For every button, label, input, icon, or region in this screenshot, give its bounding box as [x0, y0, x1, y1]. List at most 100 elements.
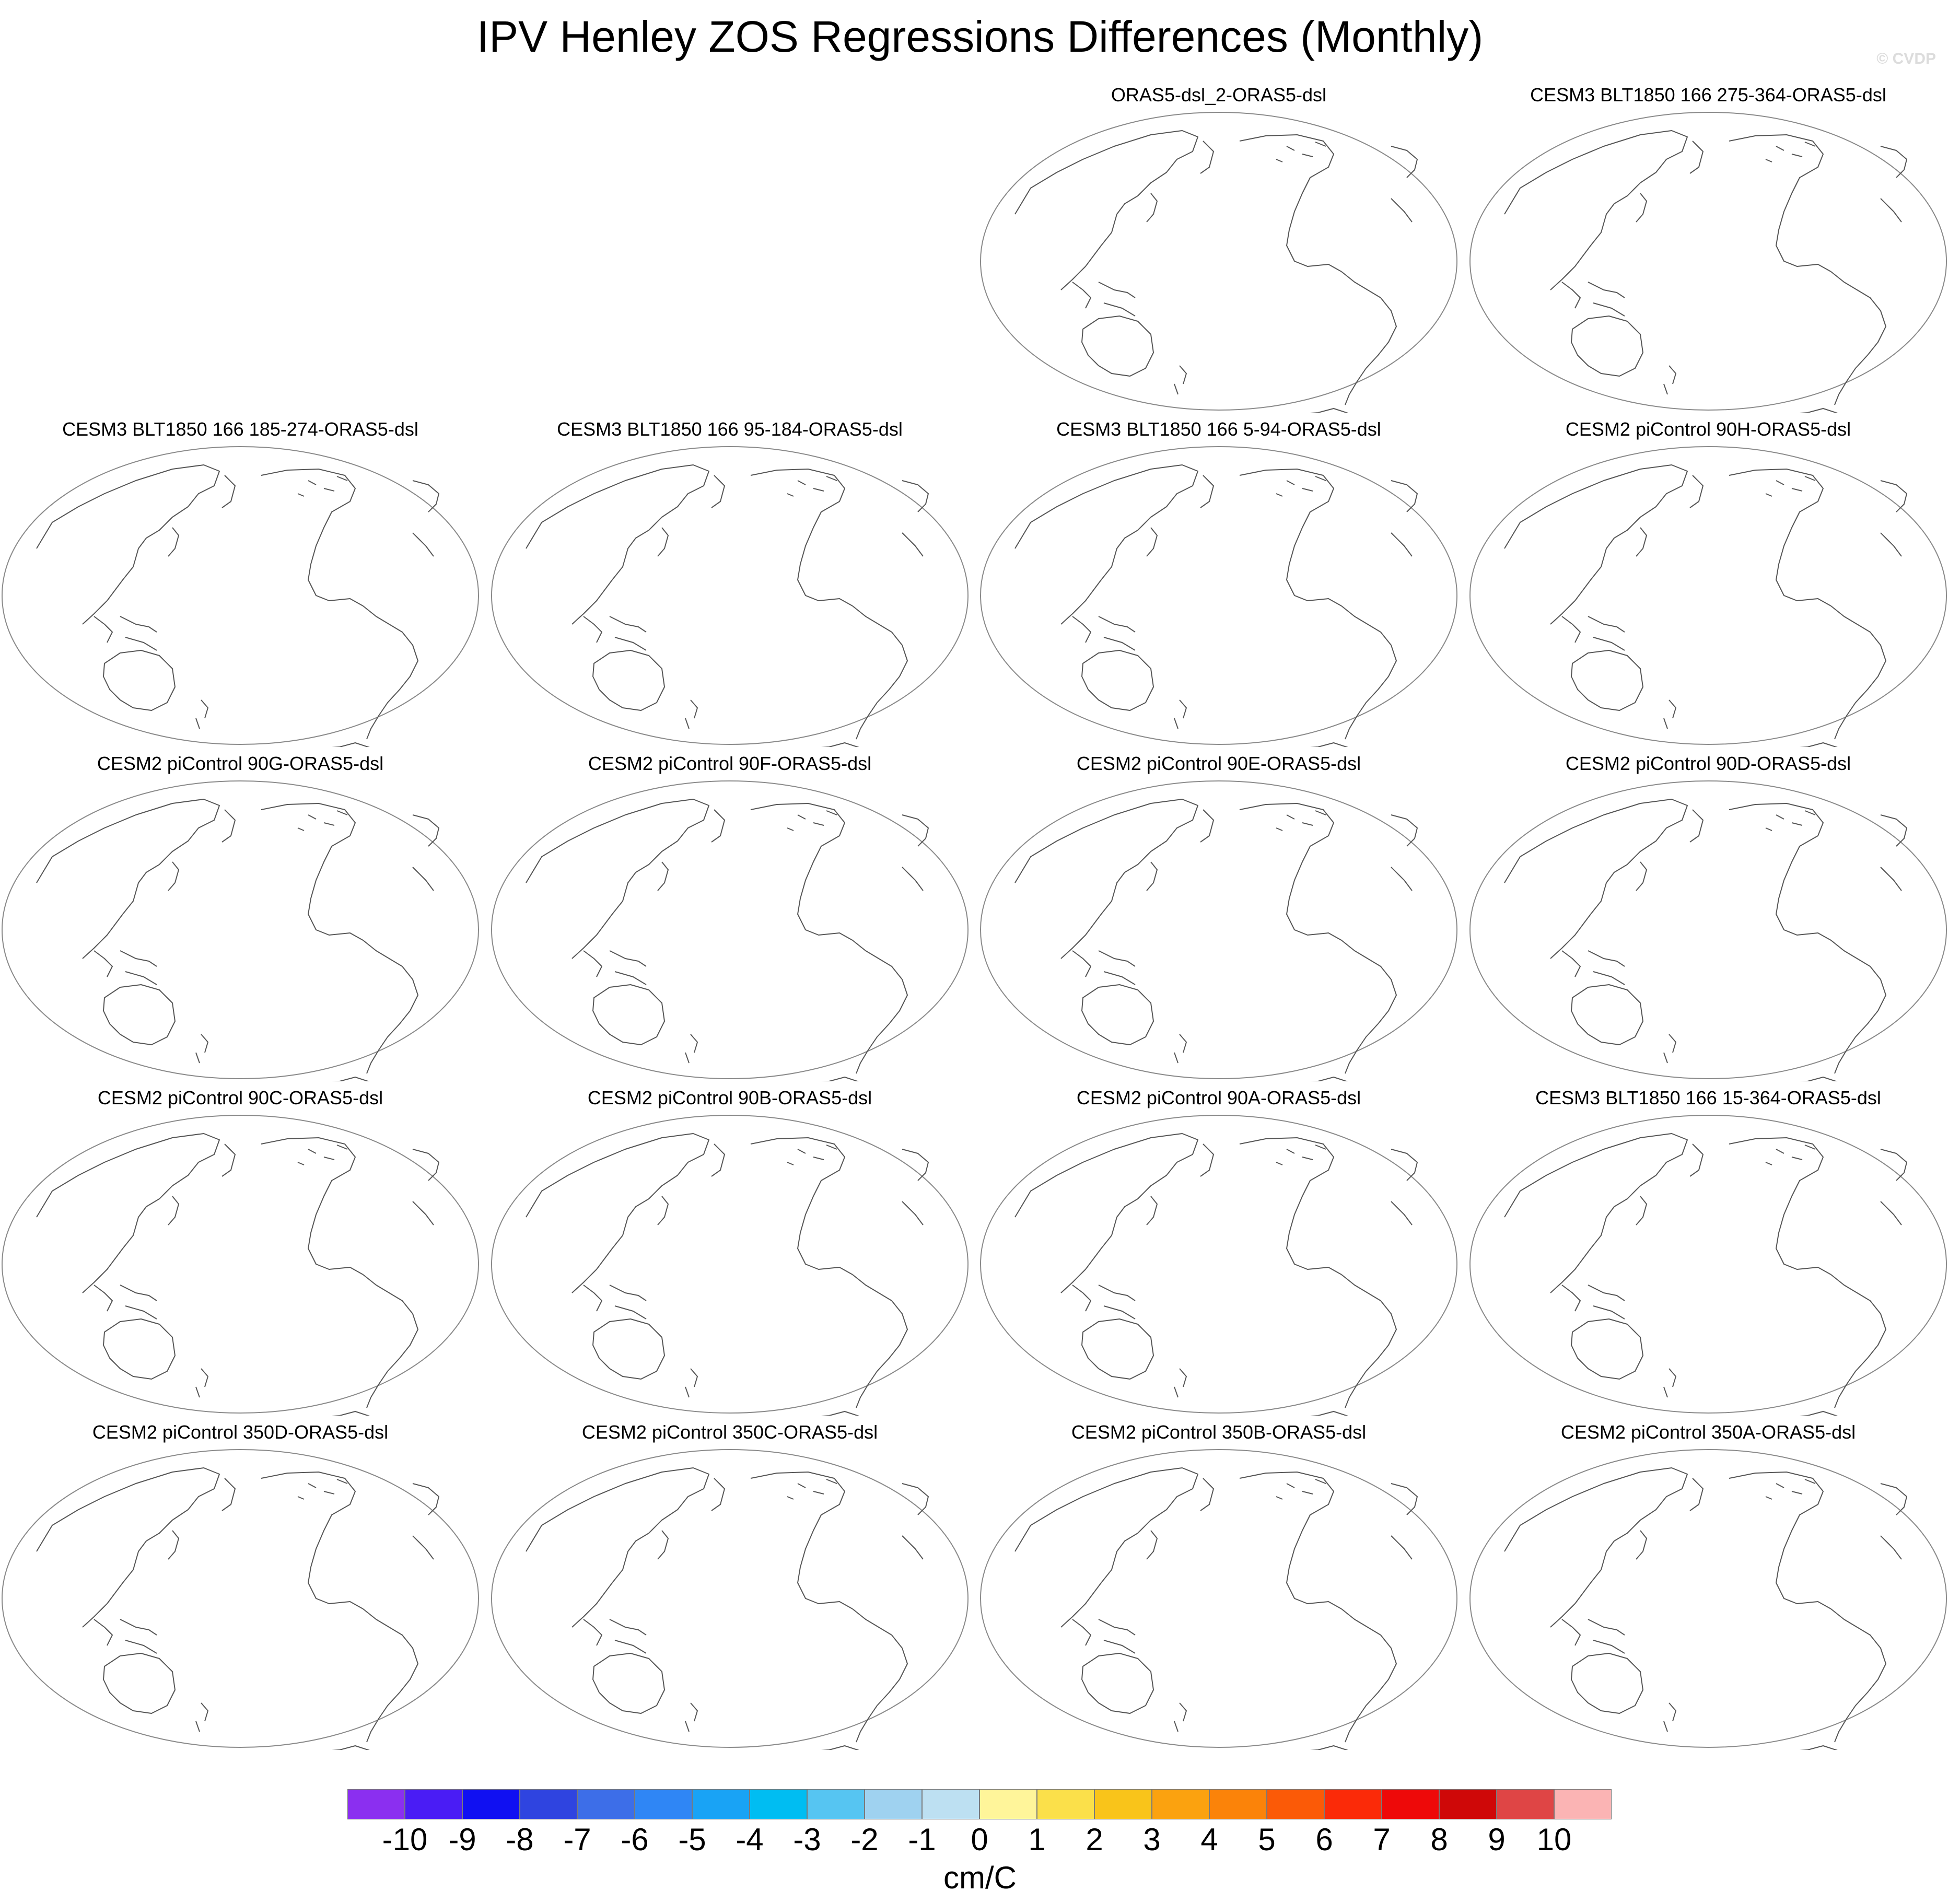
colorbar-tick-label: 2: [1086, 1822, 1103, 1857]
colorbar-swatch: [347, 1789, 405, 1819]
colorbar-tick-label: 4: [1200, 1822, 1218, 1857]
map-boundary: [980, 112, 1457, 411]
map-boundary: [1469, 112, 1947, 411]
map-boundary: [491, 1115, 969, 1414]
map-panel: CESM3 BLT1850 166 95-184-ORAS5-dsl: [489, 418, 970, 752]
colorbar-swatch: [1324, 1789, 1382, 1819]
panel-title: CESM2 piControl 90A-ORAS5-dsl: [1076, 1087, 1361, 1108]
coastlines: [36, 799, 439, 1081]
colorbar-tick-label: -3: [793, 1822, 821, 1857]
panel-title: CESM2 piControl 350B-ORAS5-dsl: [1071, 1421, 1367, 1443]
panel-title: CESM2 piControl 90F-ORAS5-dsl: [588, 753, 872, 774]
colorbar-swatch: [865, 1789, 922, 1819]
colorbar-swatch: [635, 1789, 692, 1819]
map-panel: CESM2 piControl 350D-ORAS5-dsl: [0, 1421, 481, 1755]
coastlines: [1504, 1467, 1907, 1750]
panel-title: CESM2 piControl 90E-ORAS5-dsl: [1076, 753, 1361, 774]
map-boundary: [491, 1449, 969, 1748]
coastlines: [526, 1133, 929, 1416]
map-panel: CESM2 piControl 90A-ORAS5-dsl: [978, 1087, 1459, 1421]
colorbar-tick-label: -8: [506, 1822, 534, 1857]
map-boundary: [491, 446, 969, 745]
world-map: [1469, 446, 1947, 747]
map-panel: CESM2 piControl 90D-ORAS5-dsl: [1468, 752, 1949, 1087]
colorbar-swatch: [1267, 1789, 1324, 1819]
map-boundary: [2, 1115, 479, 1414]
colorbar-tick-label: 0: [971, 1822, 988, 1857]
colorbar-tick-label: 8: [1430, 1822, 1448, 1857]
panel-title: CESM2 piControl 90D-ORAS5-dsl: [1565, 753, 1851, 774]
figure-title: IPV Henley ZOS Regressions Differences (…: [476, 12, 1484, 61]
colorbar-swatch: [1094, 1789, 1152, 1819]
colorbar-tick-label: 1: [1028, 1822, 1046, 1857]
coastlines: [526, 799, 929, 1081]
map-panel: CESM3 BLT1850 166 15-364-ORAS5-dsl: [1468, 1087, 1949, 1421]
world-map: [1469, 1115, 1947, 1416]
colorbar-swatch: [1382, 1789, 1439, 1819]
map-boundary: [980, 1115, 1457, 1414]
world-map: [491, 446, 969, 747]
map-panel: CESM3 BLT1850 166 275-364-ORAS5-dsl: [1468, 84, 1949, 418]
colorbar-tick-label: -7: [563, 1822, 591, 1857]
map-panel: CESM2 piControl 90B-ORAS5-dsl: [489, 1087, 970, 1421]
world-map: [2, 1449, 479, 1750]
map-panel: CESM2 piControl 90G-ORAS5-dsl: [0, 752, 481, 1087]
colorbar-swatch: [979, 1789, 1037, 1819]
world-map: [1469, 112, 1947, 413]
map-boundary: [980, 1449, 1457, 1748]
map-panel: CESM2 piControl 350C-ORAS5-dsl: [489, 1421, 970, 1755]
coastlines: [1504, 130, 1907, 413]
panel-title: CESM3 BLT1850 166 5-94-ORAS5-dsl: [1056, 418, 1381, 440]
panel-title: CESM2 piControl 90H-ORAS5-dsl: [1565, 418, 1851, 440]
map-boundary: [1469, 1115, 1947, 1414]
panel-title: CESM2 piControl 350C-ORAS5-dsl: [581, 1421, 878, 1443]
colorbar-swatch: [577, 1789, 635, 1819]
colorbar-swatch: [1497, 1789, 1554, 1819]
world-map: [2, 446, 479, 747]
world-map: [980, 1449, 1457, 1750]
panel-title: CESM2 piControl 90C-ORAS5-dsl: [97, 1087, 383, 1108]
colorbar-tick-label: 5: [1258, 1822, 1276, 1857]
map-panel: CESM2 piControl 90H-ORAS5-dsl: [1468, 418, 1949, 752]
map-boundary: [980, 446, 1457, 745]
coastlines: [1014, 464, 1418, 747]
colorbar-tick-label: -1: [908, 1822, 936, 1857]
colorbar-tick-label: 7: [1373, 1822, 1391, 1857]
map-boundary: [1469, 446, 1947, 745]
watermark: © CVDP: [1876, 50, 1936, 67]
colorbar-tick-label: 10: [1536, 1822, 1572, 1857]
panel-title: CESM2 piControl 350D-ORAS5-dsl: [92, 1421, 389, 1443]
coastlines: [1014, 130, 1418, 413]
coastlines: [526, 464, 929, 747]
colorbar-units: cm/C: [943, 1860, 1017, 1895]
colorbar-tick-label: -5: [678, 1822, 706, 1857]
world-map: [491, 780, 969, 1081]
colorbar-tick-label: -6: [621, 1822, 649, 1857]
colorbar-tick-label: -10: [382, 1822, 428, 1857]
colorbar-swatch: [1152, 1789, 1209, 1819]
map-boundary: [491, 780, 969, 1079]
coastlines: [1504, 1133, 1907, 1416]
panel-title: CESM2 piControl 90B-ORAS5-dsl: [587, 1087, 872, 1108]
colorbar-tick-label: 6: [1315, 1822, 1333, 1857]
coastlines: [526, 1467, 929, 1750]
world-map: [980, 780, 1457, 1081]
colorbar-tick-label: -9: [448, 1822, 476, 1857]
map-panel: CESM3 BLT1850 166 185-274-ORAS5-dsl: [0, 418, 481, 752]
colorbar-swatch: [1554, 1789, 1612, 1819]
colorbar-swatch: [1209, 1789, 1267, 1819]
coastlines: [36, 464, 439, 747]
coastlines: [1504, 799, 1907, 1081]
coastlines: [1014, 1133, 1418, 1416]
panel-title: CESM3 BLT1850 166 15-364-ORAS5-dsl: [1535, 1087, 1881, 1108]
panel-title: CESM3 BLT1850 166 185-274-ORAS5-dsl: [62, 418, 418, 440]
world-map: [980, 446, 1457, 747]
colorbar-swatch: [520, 1789, 577, 1819]
colorbar-swatch: [1439, 1789, 1497, 1819]
panel-title: ORAS5-dsl_2-ORAS5-dsl: [1111, 84, 1327, 106]
world-map: [491, 1115, 969, 1416]
panel-title: CESM3 BLT1850 166 95-184-ORAS5-dsl: [557, 418, 903, 440]
panel-title: CESM2 piControl 90G-ORAS5-dsl: [97, 753, 384, 774]
coastlines: [1504, 464, 1907, 747]
map-boundary: [1469, 1449, 1947, 1748]
